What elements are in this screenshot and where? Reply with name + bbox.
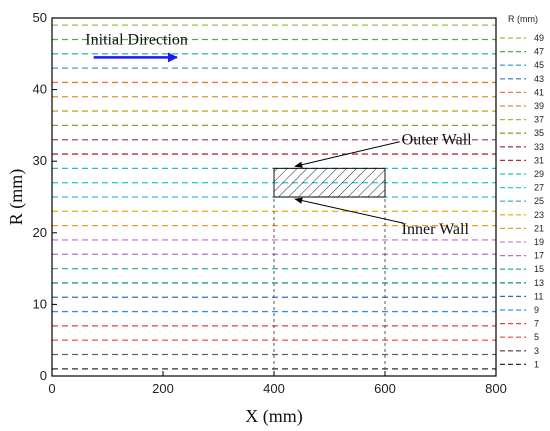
axes-layer: 0 200 400 600 800 0 10 20 30 40 50 X (mm) R (mm): [6, 10, 507, 427]
legend-entry-r31: 31: [534, 155, 544, 165]
y-tick-label: 20: [33, 225, 47, 240]
legend-entry-r15: 15: [534, 264, 544, 274]
legend-entry-r49: 49: [534, 33, 544, 43]
legend-entry-r43: 43: [534, 74, 544, 84]
x-tick-label: 800: [485, 381, 507, 396]
annotation-layer: Initial Direction Outer Wall Inner Wall: [85, 31, 472, 238]
x-tick-label: 200: [152, 381, 174, 396]
x-tick-label: 400: [263, 381, 285, 396]
legend-entry-r3: 3: [534, 346, 539, 356]
y-tick-label: 40: [33, 82, 47, 97]
legend-entry-r21: 21: [534, 223, 544, 233]
wall-layer: [273, 167, 386, 376]
y-tick-label: 0: [40, 368, 47, 383]
y-tick-label: 10: [33, 296, 47, 311]
wall-hatched-region: [273, 167, 386, 198]
legend-entry-r7: 7: [534, 319, 539, 329]
legend-entry-r39: 39: [534, 101, 544, 111]
legend-entry-r33: 33: [534, 142, 544, 152]
y-tick-label: 30: [33, 153, 47, 168]
legend-entry-r47: 47: [534, 47, 544, 57]
outer-wall-label: Outer Wall: [402, 132, 473, 149]
legend-entry-r37: 37: [534, 115, 544, 125]
legend-entry-r19: 19: [534, 237, 544, 247]
legend-title: R (mm): [508, 14, 538, 24]
outer-wall-arrow: [294, 141, 400, 168]
legend-entry-r5: 5: [534, 332, 539, 342]
legend-entry-r29: 29: [534, 169, 544, 179]
inner-wall-label: Inner Wall: [402, 221, 470, 238]
x-axis-label: X (mm): [245, 406, 303, 427]
legend-entry-r45: 45: [534, 60, 544, 70]
legend-entry-r23: 23: [534, 210, 544, 220]
y-axis-label: R (mm): [6, 169, 27, 226]
legend-entry-r11: 11: [534, 291, 543, 301]
legend: R (mm)4947454341393735333129272523211917…: [500, 14, 544, 369]
x-tick-label: 0: [48, 381, 55, 396]
legend-entry-r25: 25: [534, 196, 544, 206]
initial-direction-label: Initial Direction: [85, 31, 188, 48]
y-tick-label: 50: [33, 10, 47, 25]
legend-entry-r27: 27: [534, 183, 544, 193]
legend-entry-r1: 1: [534, 359, 539, 369]
legend-entry-r41: 41: [534, 87, 544, 97]
inner-wall-arrow: [294, 197, 404, 224]
legend-entry-r17: 17: [534, 251, 544, 261]
legend-entry-r13: 13: [534, 278, 544, 288]
legend-entry-r9: 9: [534, 305, 539, 315]
legend-entry-r35: 35: [534, 128, 544, 138]
x-tick-label: 600: [374, 381, 396, 396]
